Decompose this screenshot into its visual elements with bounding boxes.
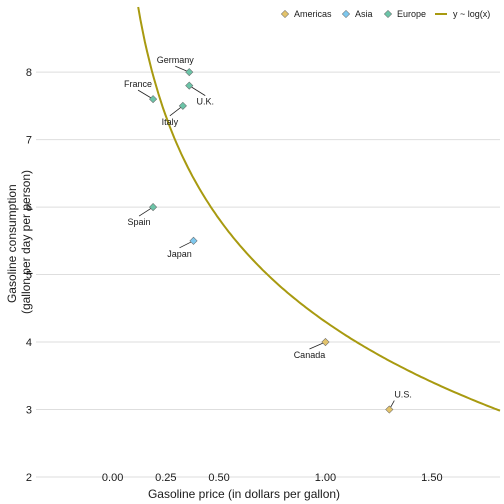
x-tick-label: 0.25 [155, 472, 176, 484]
data-point [189, 236, 198, 245]
x-axis: 0.00 0.25 0.50 1.00 1.50 [102, 472, 443, 484]
point-label: U.K. [196, 97, 214, 107]
data-point [178, 101, 187, 110]
y-tick-label: 4 [26, 337, 32, 349]
y-tick-label: 5 [26, 270, 32, 282]
point-label: Germany [157, 55, 195, 65]
legend-label: Asia [355, 9, 373, 19]
legend-label: Europe [397, 9, 426, 19]
legend-key-point [280, 9, 290, 19]
point-label: Canada [294, 350, 326, 360]
legend-key-point [383, 9, 393, 19]
fit-line [137, 6, 501, 412]
y-tick-label: 6 [26, 202, 32, 214]
point-label-leader [189, 85, 206, 96]
data-point [321, 338, 330, 347]
point-label: Japan [167, 249, 192, 259]
data-point [149, 203, 158, 212]
x-tick-label: 1.50 [421, 472, 442, 484]
point-label: Spain [128, 217, 151, 227]
data-points [149, 68, 394, 414]
y-axis-title-line-1: Gasoline consumption [5, 184, 19, 303]
y-axis-title: Gasoline consumption (gallon per day per… [5, 170, 33, 314]
y-tick-label: 7 [26, 135, 32, 147]
y-tick-label: 3 [26, 405, 32, 417]
point-label: Italy [162, 117, 179, 127]
x-tick-label: 1.00 [315, 472, 336, 484]
legend-key-point [341, 9, 351, 19]
x-tick-label: 0.00 [102, 472, 123, 484]
point-label: U.S. [394, 390, 412, 400]
data-point [185, 68, 194, 77]
x-tick-label: 0.50 [208, 472, 229, 484]
y-tick-label: 8 [26, 67, 32, 79]
x-axis-title: Gasoline price (in dollars per gallon) [148, 487, 340, 501]
y-tick-label: 2 [26, 472, 32, 484]
point-labels: Canada U.S. Japan Germany U.K. France Italy Spa… [124, 55, 412, 410]
grid-lines [36, 71, 500, 478]
data-point [185, 81, 194, 90]
legend-label: y ~ log(x) [453, 9, 490, 19]
point-label: France [124, 79, 152, 89]
legend: Americas Asia Europe y ~ log(x) [280, 9, 490, 19]
data-point [385, 405, 394, 414]
data-point [149, 95, 158, 104]
y-axis-title-line-2: (gallon per day per person) [19, 170, 33, 314]
legend-label: Americas [294, 9, 332, 19]
y-axis: 2 3 4 5 6 7 8 [26, 67, 32, 484]
